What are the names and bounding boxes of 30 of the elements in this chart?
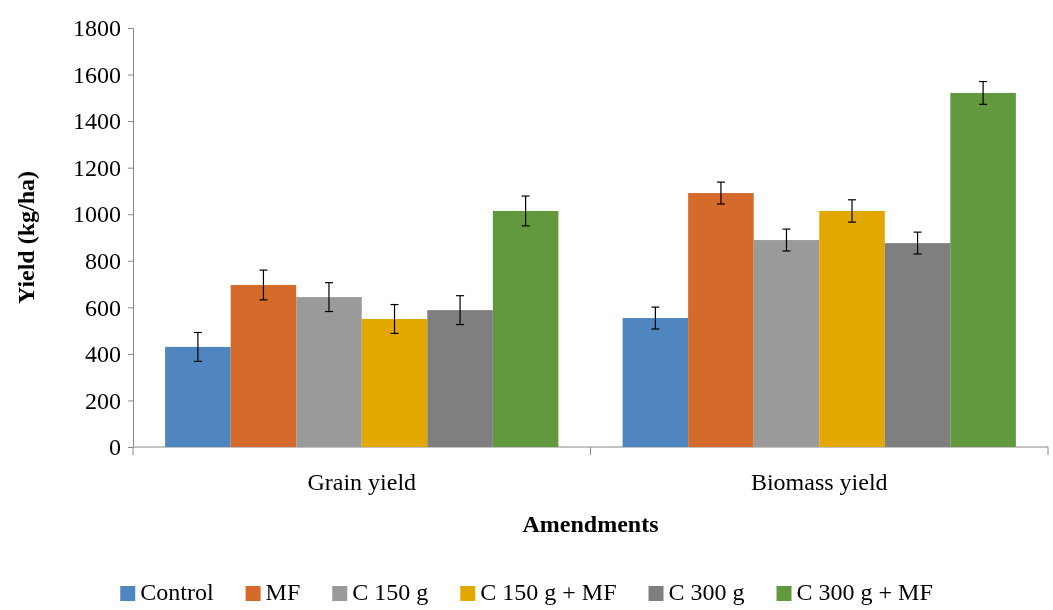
legend-label: MF <box>265 579 301 605</box>
bar <box>688 193 754 447</box>
x-tick-label: Biomass yield <box>750 469 888 495</box>
bar <box>165 346 231 447</box>
bar <box>361 318 428 447</box>
legend-label: C 150 g <box>352 579 429 605</box>
bar <box>753 240 820 447</box>
legend-label: C 300 g + MF <box>796 579 933 605</box>
legend-label: Control <box>140 579 214 605</box>
bar <box>622 318 689 447</box>
bar <box>950 92 1016 447</box>
x-axis-title: Amendments <box>522 511 659 537</box>
bar <box>230 284 297 447</box>
y-tick-label: 1600 <box>73 61 121 88</box>
bar <box>296 297 362 447</box>
y-axis-title: Yield (kg/ha) <box>13 170 39 305</box>
y-tick-label: 1400 <box>73 108 121 135</box>
y-tick-label: 1000 <box>73 201 121 228</box>
bar <box>819 210 885 447</box>
bar <box>492 210 559 447</box>
y-tick-label: 800 <box>85 247 121 274</box>
legend-label: C 150 g + MF <box>480 579 617 605</box>
y-tick-label: 400 <box>85 341 121 368</box>
x-tick-label: Grain yield <box>307 469 417 495</box>
y-tick-label: 1800 <box>73 15 121 42</box>
y-tick-label: 600 <box>85 294 121 321</box>
y-tick-label: 0 <box>109 434 121 461</box>
legend-label: C 300 g <box>668 579 745 605</box>
y-tick-label: 1200 <box>73 154 121 181</box>
y-tick-label: 200 <box>85 387 121 414</box>
